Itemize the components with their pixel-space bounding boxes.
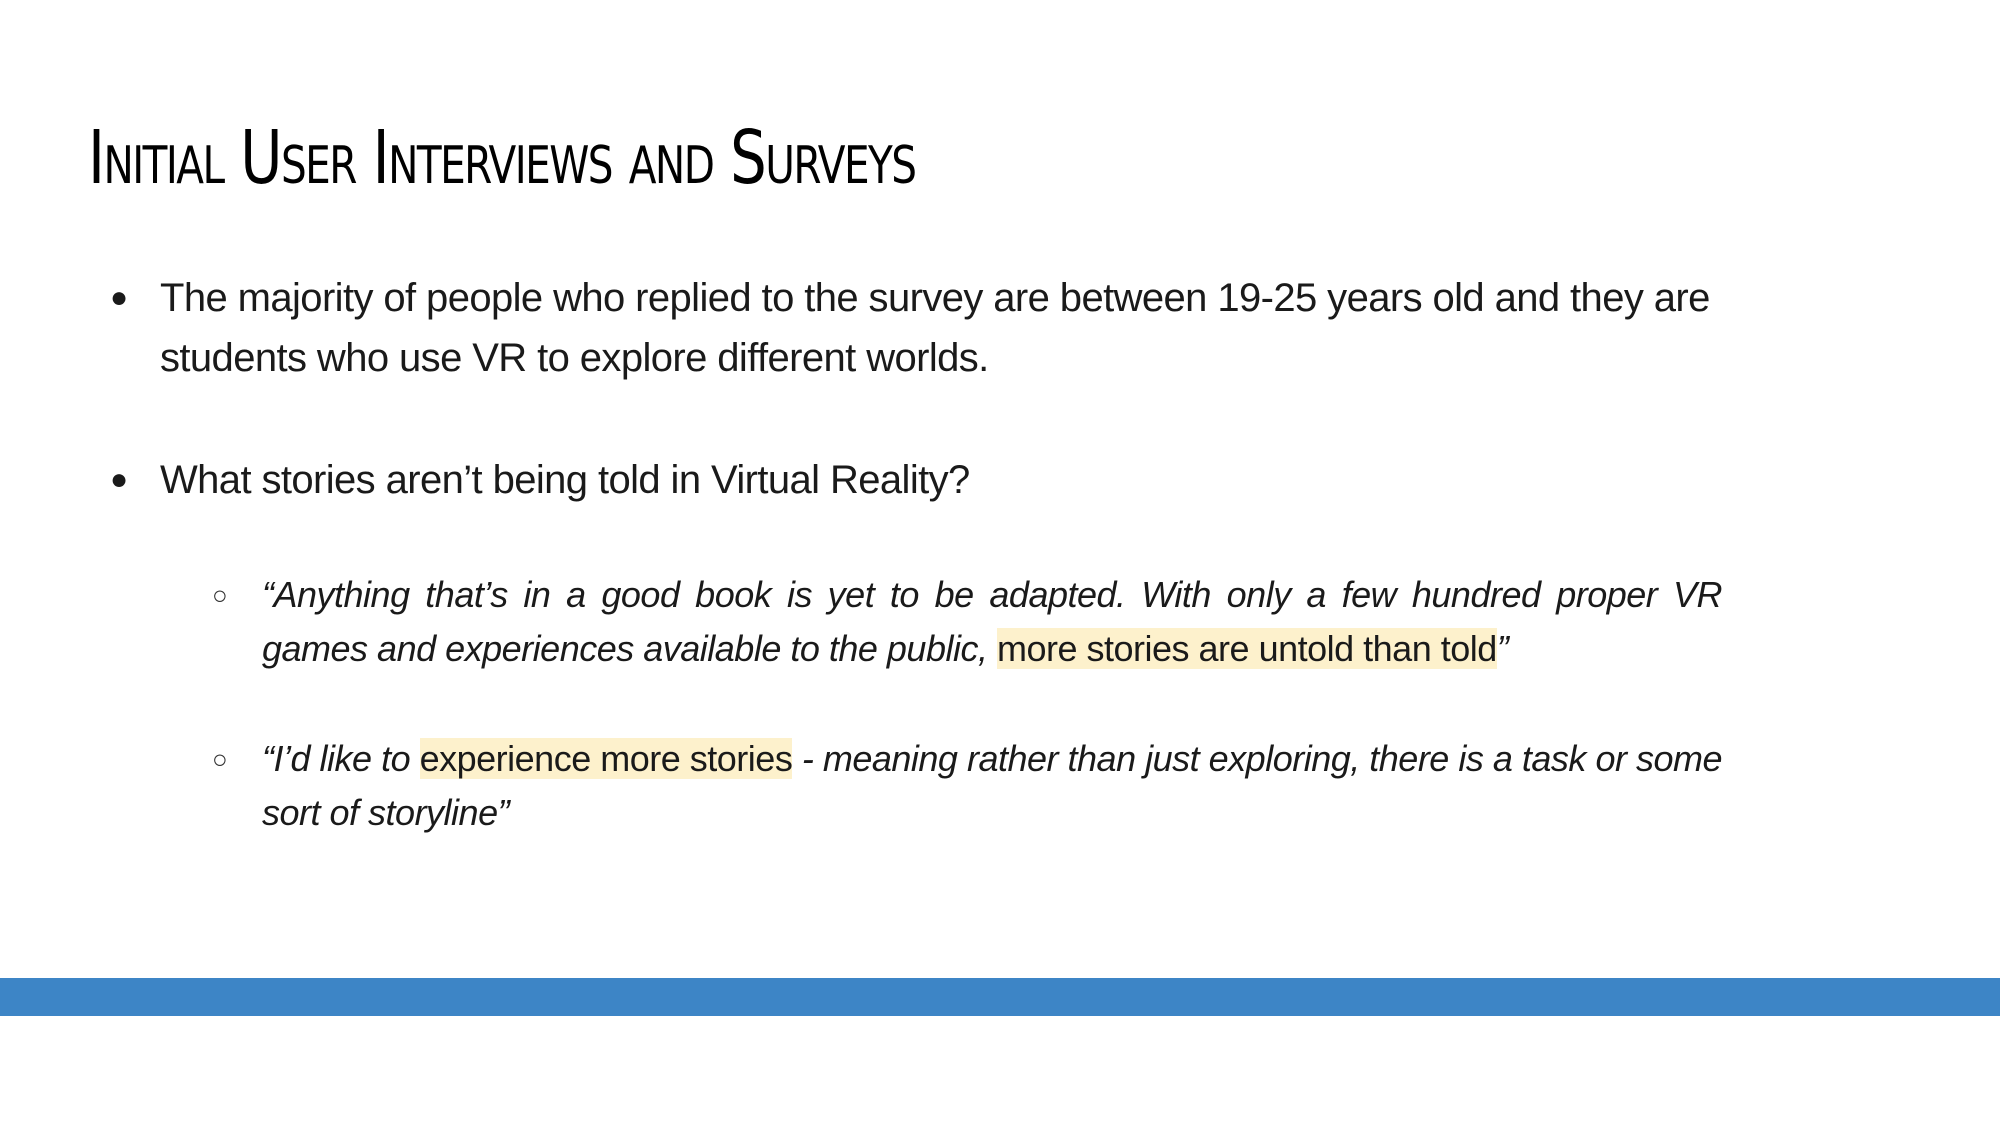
sub-bullet-quote: ○ “I’d like to experience more stories -… [212,732,1772,840]
quote-highlight: experience more stories [419,738,793,779]
quote-text-before: “Anything that’s in a good book is yet t… [262,574,1723,669]
bullet-text: The majority of people who replied to th… [160,276,1710,380]
bottom-accent-bar [0,978,2000,1016]
quote-highlight: more stories are untold than told [996,628,1497,669]
bullet-dot-icon: ● [110,463,129,496]
quote-text: “Anything that’s in a good book is yet t… [262,568,1723,676]
sub-bullet-quote: ○ “Anything that’s in a good book is yet… [212,568,1772,676]
bullet-item: ● What stories aren’t being told in Virt… [110,450,1760,510]
bullet-text: What stories aren’t being told in Virtua… [160,458,970,502]
quote-text-after: - meaning rather than just exploring, th… [262,738,1723,833]
bullet-circle-icon: ○ [212,744,228,774]
quote-text-after: ” [1496,628,1509,669]
slide-title: Initial User Interviews and Surveys [88,115,917,201]
quote-text: “I’d like to experience more stories - m… [262,732,1723,840]
quote-text-before: “I’d like to [262,738,420,779]
bullet-circle-icon: ○ [212,580,228,610]
bullet-item: ● The majority of people who replied to … [110,268,1760,388]
bullet-dot-icon: ● [110,281,129,314]
